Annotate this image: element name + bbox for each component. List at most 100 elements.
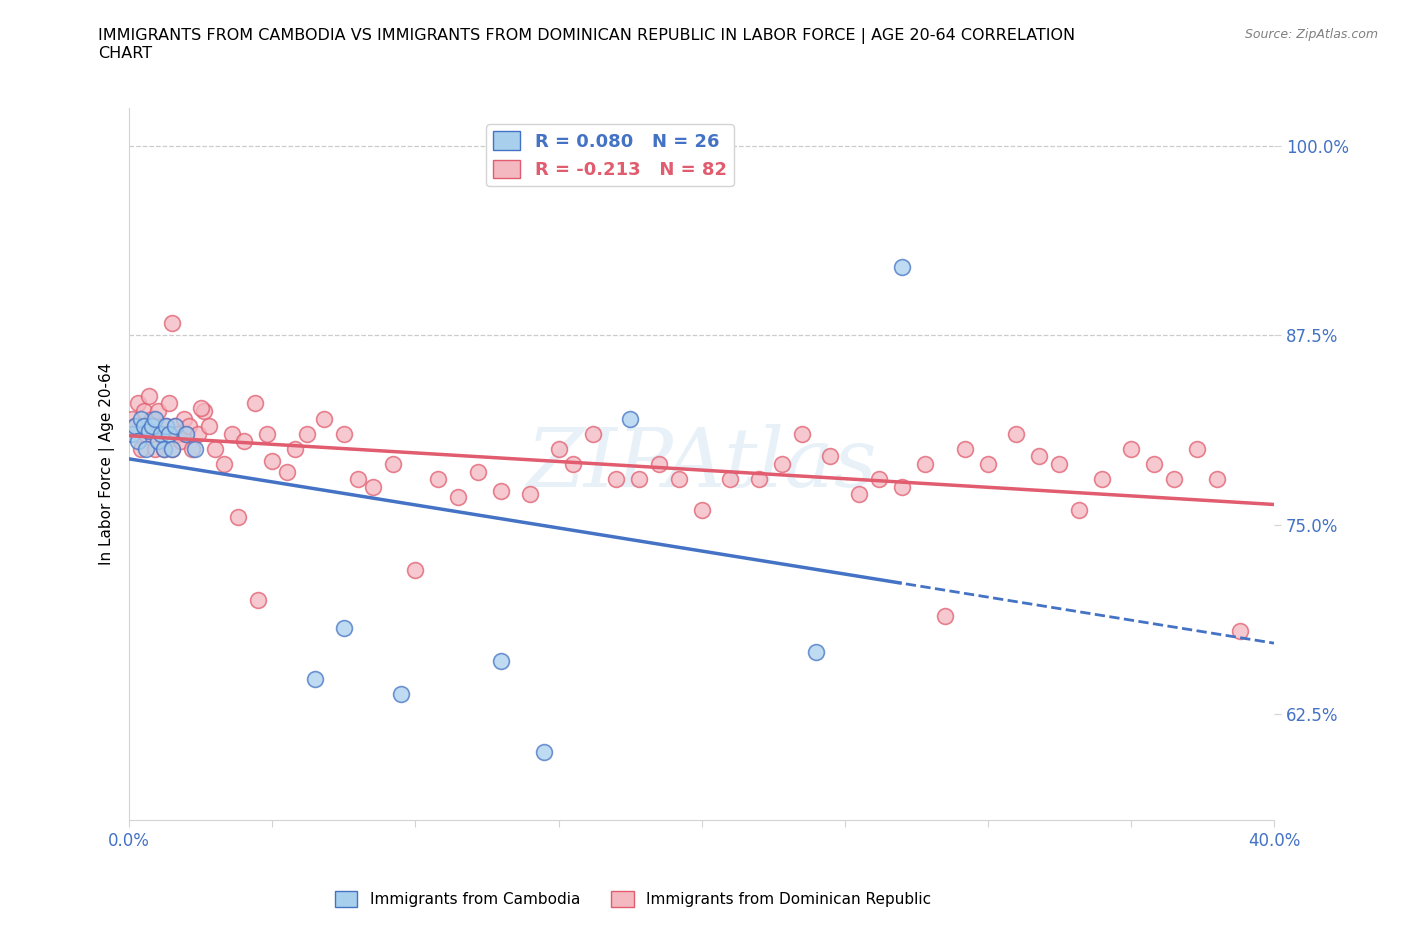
Point [1205,472,1227,486]
Point [247,593,270,608]
Point [184,442,207,457]
Text: Source: ZipAtlas.com: Source: ZipAtlas.com [1244,28,1378,41]
Point [163,418,186,433]
Point [381,457,404,472]
Point [467,464,489,479]
Text: ZIPAtlas: ZIPAtlas [526,424,877,504]
Point [127,396,149,411]
Point [152,442,174,457]
Point [146,404,169,418]
Point [1047,457,1070,472]
Point [124,418,146,433]
Point [284,442,307,457]
Point [176,426,198,441]
Point [143,442,166,457]
Point [605,472,627,486]
Point [149,426,172,441]
Point [135,442,157,457]
Point [152,442,174,457]
Point [848,487,870,502]
Point [262,454,284,469]
Point [179,418,201,433]
Point [547,442,569,457]
Point [519,487,541,502]
Point [389,687,412,702]
Point [124,418,146,433]
Text: IMMIGRANTS FROM CAMBODIA VS IMMIGRANTS FROM DOMINICAN REPUBLIC IN LABOR FORCE | : IMMIGRANTS FROM CAMBODIA VS IMMIGRANTS F… [98,28,1076,61]
Point [891,259,914,274]
Point [533,745,555,760]
Point [138,389,160,404]
Point [1119,442,1142,457]
Point [167,426,190,441]
Point [132,404,155,418]
Point [193,404,215,418]
Point [160,442,183,457]
Point [619,411,641,426]
Point [276,464,298,479]
Point [232,434,254,449]
Point [790,426,813,441]
Point [170,434,193,449]
Point [212,457,235,472]
Point [770,457,793,472]
Point [1028,449,1050,464]
Point [160,315,183,330]
Point [157,426,180,441]
Point [173,411,195,426]
Point [447,490,470,505]
Point [718,472,741,486]
Point [149,426,172,441]
Point [1185,442,1208,457]
Point [804,644,827,659]
Point [181,442,204,457]
Point [561,457,583,472]
Point [868,472,890,486]
Point [347,472,370,486]
Point [135,426,157,441]
Point [914,457,936,472]
Legend: R = 0.080   N = 26, R = -0.213   N = 82: R = 0.080 N = 26, R = -0.213 N = 82 [486,124,734,186]
Point [491,654,513,669]
Point [187,426,209,441]
Point [333,426,356,441]
Legend: Immigrants from Cambodia, Immigrants from Dominican Republic: Immigrants from Cambodia, Immigrants fro… [329,884,936,913]
Point [295,426,318,441]
Point [427,472,450,486]
Point [146,434,169,449]
Point [977,457,1000,472]
Point [204,442,226,457]
Point [243,396,266,411]
Point [129,442,152,457]
Point [361,479,384,494]
Point [934,608,956,623]
Y-axis label: In Labor Force | Age 20-64: In Labor Force | Age 20-64 [100,363,115,565]
Point [582,426,605,441]
Point [256,426,278,441]
Point [157,396,180,411]
Point [891,479,914,494]
Point [491,484,513,498]
Point [138,423,160,438]
Point [121,426,143,441]
Point [143,411,166,426]
Point [312,411,335,426]
Point [668,472,690,486]
Point [160,442,183,457]
Point [404,563,426,578]
Point [1091,472,1114,486]
Point [226,510,249,525]
Point [1143,457,1166,472]
Point [690,502,713,517]
Point [333,620,356,635]
Point [1069,502,1091,517]
Point [121,411,143,426]
Point [176,426,198,441]
Point [127,434,149,449]
Point [155,418,177,433]
Point [190,401,212,416]
Point [129,411,152,426]
Point [221,426,243,441]
Point [748,472,770,486]
Point [647,457,669,472]
